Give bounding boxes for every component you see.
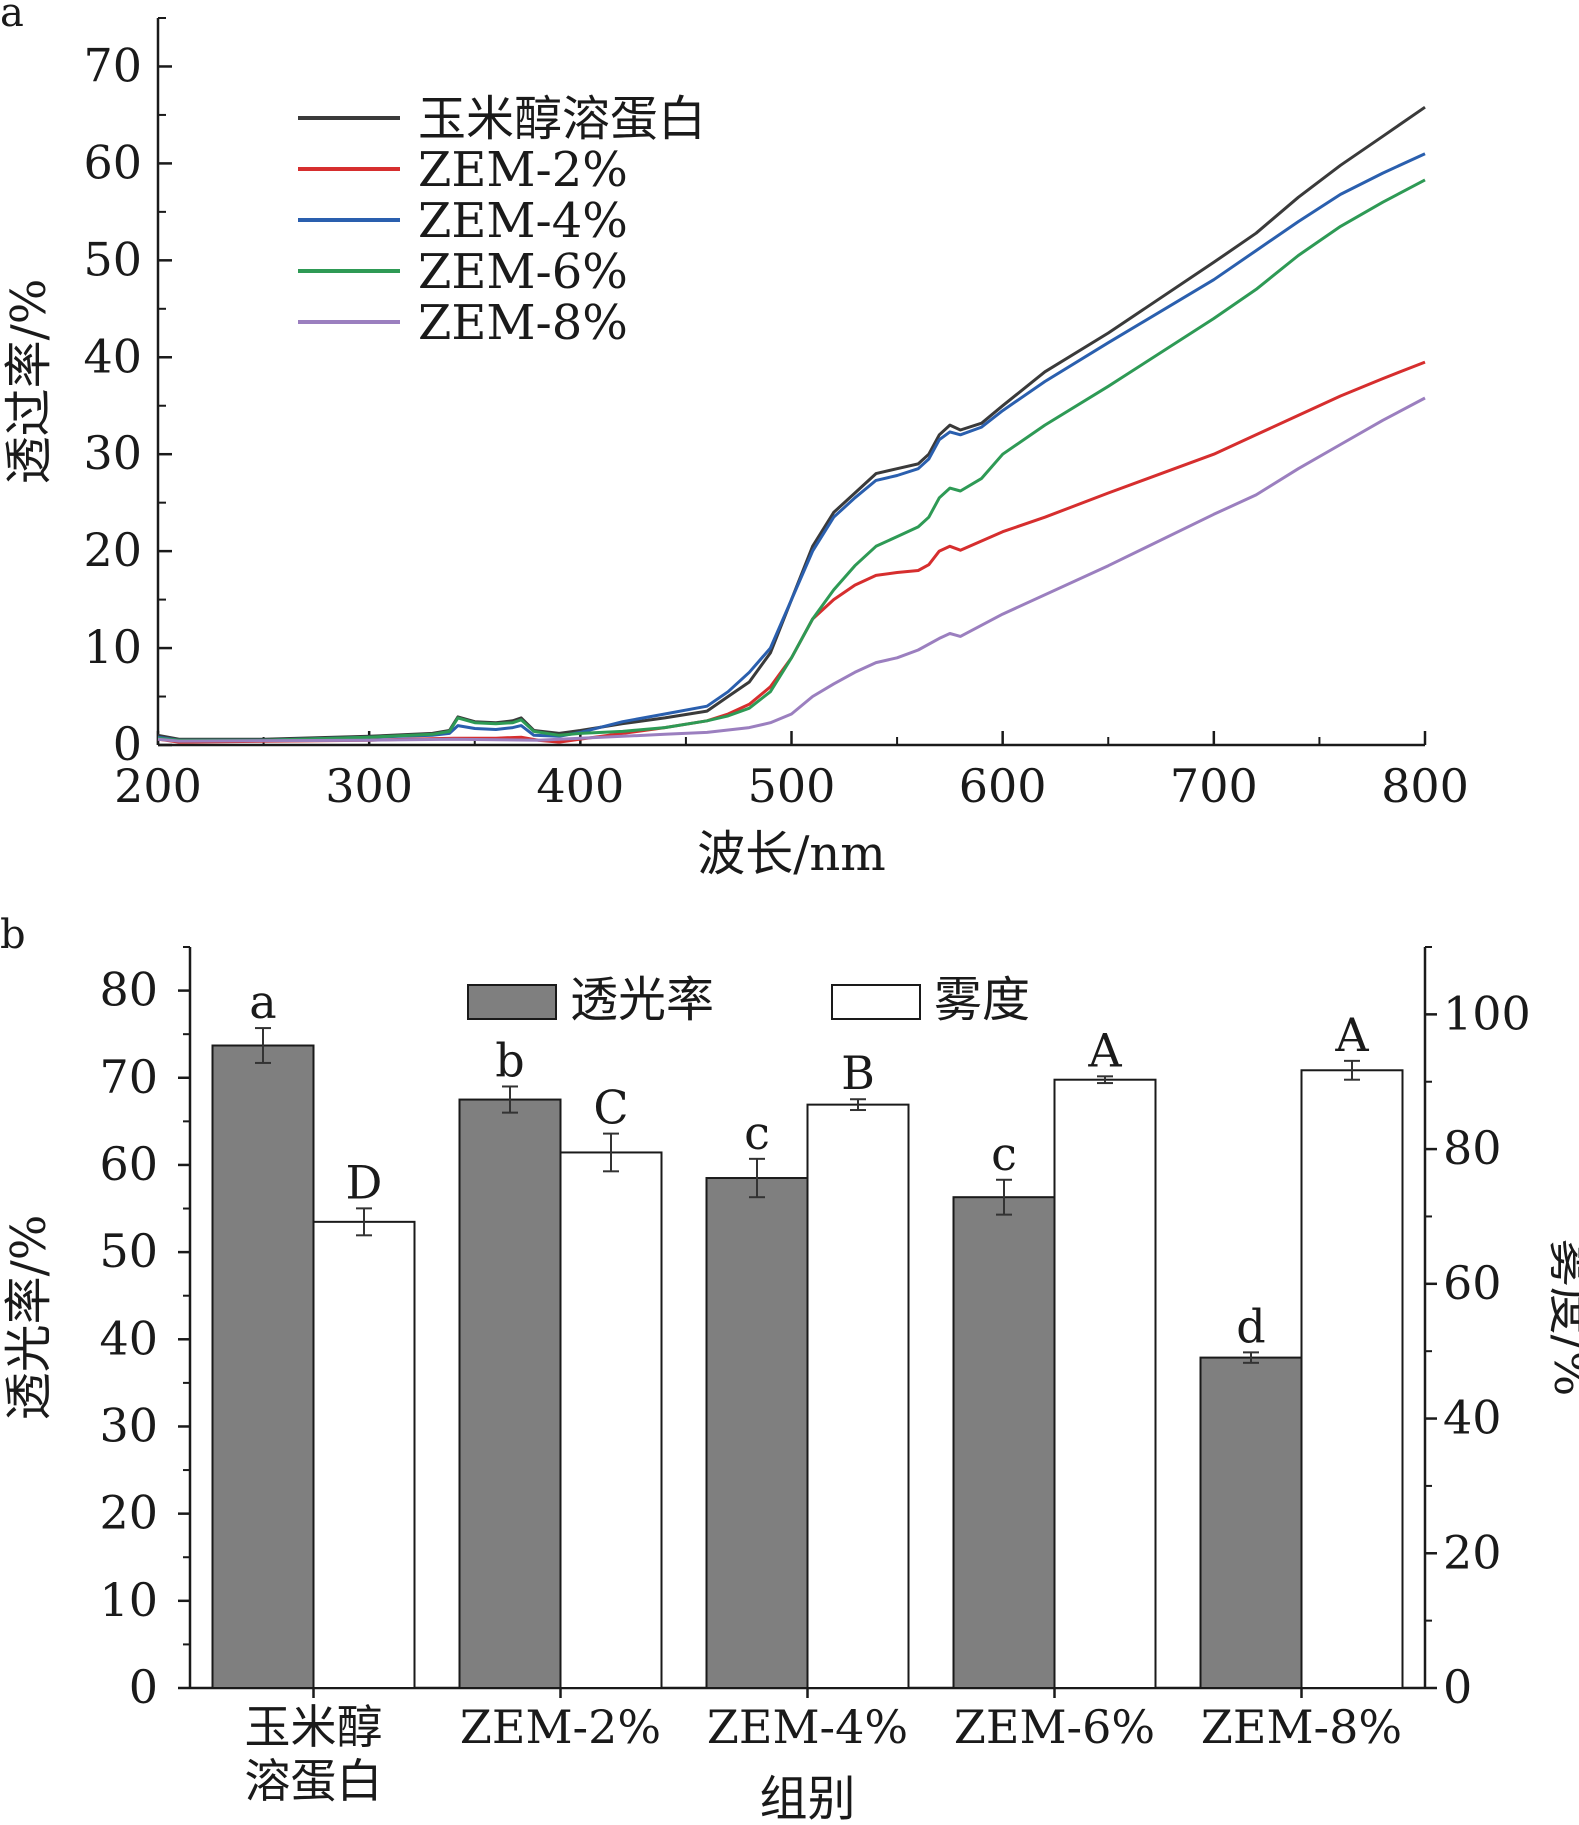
series-line-a-2 bbox=[157, 152, 1426, 742]
x-tick-label-a: 300 bbox=[325, 759, 413, 813]
legend-label-a-4: ZEM-8% bbox=[418, 295, 628, 351]
y-tick-label-a: 50 bbox=[83, 232, 142, 286]
y-tick-label-b-left: 70 bbox=[99, 1050, 158, 1104]
bar-transmittance bbox=[705, 1177, 809, 1690]
series-line-a-4 bbox=[157, 396, 1426, 743]
bar-transmittance bbox=[952, 1196, 1056, 1689]
y-tick-label-a: 10 bbox=[83, 620, 142, 674]
bar-transmittance bbox=[458, 1098, 562, 1689]
bar-transmittance bbox=[1199, 1356, 1303, 1690]
y-tick-label-b-left: 60 bbox=[99, 1137, 158, 1191]
y-tick-label-b-left: 40 bbox=[99, 1311, 158, 1365]
bar-haze bbox=[559, 1151, 663, 1689]
category-label: 玉米醇溶蛋白 bbox=[245, 1700, 383, 1808]
category-label-line: ZEM-4% bbox=[707, 1700, 908, 1754]
significance-label: A bbox=[1087, 1023, 1122, 1077]
x-tick-label-a: 500 bbox=[748, 759, 836, 813]
panel-a: a 200 300 400 500 600 700 800 0 10 20 30 40 50 60 70 波长/… bbox=[0, 0, 1469, 882]
y-axis-title-a: 透过率/% bbox=[1, 279, 57, 485]
bar-haze bbox=[806, 1103, 910, 1689]
y-tick-label-a: 70 bbox=[83, 38, 142, 92]
significance-label: D bbox=[346, 1155, 383, 1209]
y-tick-label-a: 0 bbox=[113, 717, 142, 771]
category-label-line: ZEM-2% bbox=[460, 1700, 661, 1754]
x-axis-title-b: 组别 bbox=[759, 1771, 855, 1825]
panel-label-a: a bbox=[0, 0, 24, 36]
y-tick-label-b-right: 40 bbox=[1443, 1391, 1502, 1445]
y-axis-title-b-right: 雾度/% bbox=[1543, 1239, 1579, 1397]
series-line-a-3 bbox=[157, 178, 1426, 742]
y-tick-label-b-left: 20 bbox=[99, 1486, 158, 1540]
category-label: ZEM-8% bbox=[1201, 1700, 1402, 1754]
category-label-line: ZEM-6% bbox=[954, 1700, 1155, 1754]
bar-haze bbox=[1053, 1078, 1157, 1690]
legend-label-a-3: ZEM-6% bbox=[418, 244, 628, 300]
bar-transmittance bbox=[211, 1044, 315, 1689]
x-tick-label-a: 600 bbox=[959, 759, 1047, 813]
y-tick-label-b-left: 80 bbox=[99, 963, 158, 1017]
x-tick-label-a: 700 bbox=[1170, 759, 1258, 813]
significance-label: A bbox=[1334, 1008, 1369, 1062]
significance-label: C bbox=[593, 1081, 628, 1135]
category-label: ZEM-2% bbox=[460, 1700, 661, 1754]
significance-label: c bbox=[991, 1127, 1017, 1181]
y-tick-label-b-right: 100 bbox=[1443, 986, 1531, 1040]
significance-label: B bbox=[841, 1046, 875, 1100]
legend-label-b-transmittance: 透光率 bbox=[570, 972, 714, 1028]
legend-label-a-0: 玉米醇溶蛋白 bbox=[418, 91, 706, 147]
x-tick-label-a: 800 bbox=[1381, 759, 1469, 813]
y-tick-label-b-left: 50 bbox=[99, 1224, 158, 1278]
bar-haze bbox=[1300, 1069, 1404, 1690]
y-tick-label-b-right: 60 bbox=[1443, 1256, 1502, 1310]
legend-label-b-haze: 雾度 bbox=[934, 972, 1030, 1028]
category-label-line: ZEM-8% bbox=[1201, 1700, 1402, 1754]
significance-label: d bbox=[1236, 1299, 1265, 1353]
legend-swatch-b-transmittance bbox=[467, 984, 557, 1020]
category-label: ZEM-4% bbox=[707, 1700, 908, 1754]
y-tick-label-a: 30 bbox=[83, 426, 142, 480]
bar-haze bbox=[312, 1220, 416, 1689]
legend-label-a-1: ZEM-2% bbox=[418, 142, 628, 198]
category-label: ZEM-6% bbox=[954, 1700, 1155, 1754]
significance-label: c bbox=[744, 1106, 770, 1160]
y-axis-title-b-left: 透光率/% bbox=[1, 1215, 57, 1421]
y-tick-label-b-right: 0 bbox=[1443, 1660, 1472, 1714]
y-tick-label-b-right: 80 bbox=[1443, 1121, 1502, 1175]
panel-label-b: b bbox=[0, 912, 26, 958]
category-label-line: 溶蛋白 bbox=[245, 1754, 383, 1808]
x-axis-title-a: 波长/nm bbox=[697, 826, 886, 882]
panel-b: b 0 10 20 30 40 50 60 70 80 0 20 40 60 80 100 a D 玉米醇溶蛋白 b C… bbox=[0, 912, 1579, 1825]
y-tick-label-b-left: 0 bbox=[129, 1660, 158, 1714]
y-tick-label-a: 60 bbox=[83, 135, 142, 189]
series-line-a-0 bbox=[157, 105, 1426, 741]
legend-swatch-b-haze bbox=[831, 984, 921, 1020]
y-tick-label-b-left: 30 bbox=[99, 1398, 158, 1452]
significance-label: a bbox=[249, 975, 276, 1029]
category-label-line: 玉米醇 bbox=[245, 1700, 383, 1754]
x-tick-label-a: 400 bbox=[536, 759, 624, 813]
x-tick-label-a: 200 bbox=[114, 759, 202, 813]
y-tick-label-b-right: 20 bbox=[1443, 1525, 1502, 1579]
y-tick-label-a: 40 bbox=[83, 329, 142, 383]
y-tick-label-a: 20 bbox=[83, 523, 142, 577]
y-tick-label-b-left: 10 bbox=[99, 1573, 158, 1627]
series-line-a-1 bbox=[157, 360, 1426, 744]
legend-label-a-2: ZEM-4% bbox=[418, 193, 628, 249]
significance-label: b bbox=[495, 1033, 524, 1087]
